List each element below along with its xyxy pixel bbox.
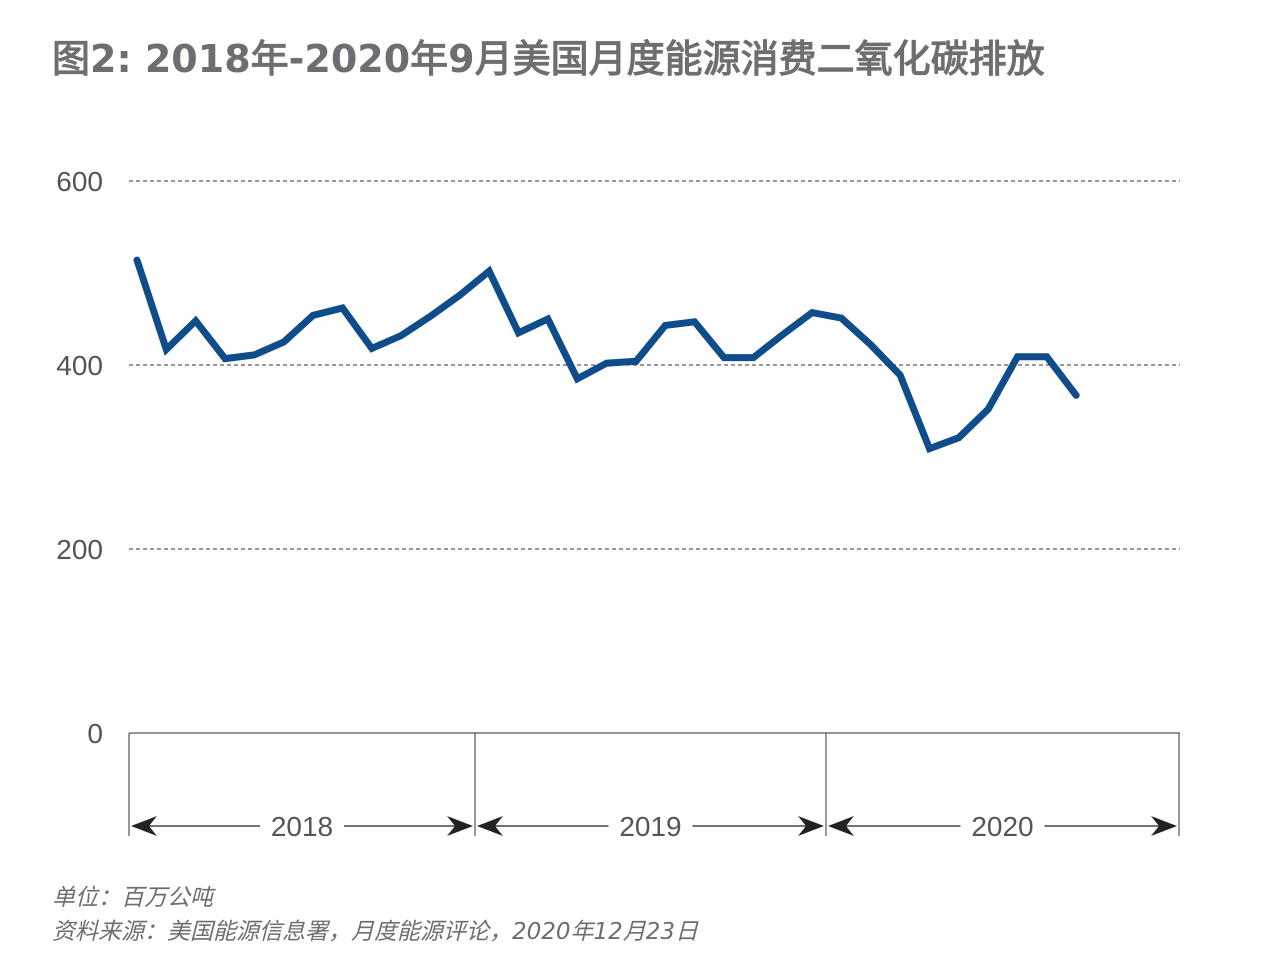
data-point	[195, 320, 197, 322]
data-point	[136, 259, 138, 261]
data-point	[811, 312, 813, 314]
y-tick-label: 400	[56, 350, 103, 381]
arrowhead-left	[131, 816, 157, 836]
data-point	[958, 437, 960, 439]
data-point	[430, 315, 431, 317]
data-point	[694, 321, 696, 323]
year-label: 2019	[619, 811, 681, 842]
source-note: 资料来源：美国能源信息署，月度能源评论，2020年12月23日	[52, 919, 699, 945]
y-tick-label: 600	[56, 166, 103, 197]
data-point	[341, 307, 343, 309]
data-point	[782, 334, 784, 336]
data-point	[1017, 356, 1018, 358]
arrowhead-right	[798, 816, 824, 836]
data-point	[165, 348, 167, 350]
data-point	[752, 357, 754, 359]
data-point	[664, 324, 666, 326]
data-point	[224, 358, 226, 360]
data-point	[840, 317, 842, 319]
arrowhead-right	[1151, 816, 1177, 836]
data-point	[635, 360, 637, 362]
series-line	[133, 256, 1080, 454]
y-tick-label: 0	[87, 718, 103, 749]
unit-note: 单位：百万公吨	[52, 885, 213, 911]
data-point	[400, 335, 402, 337]
data-point	[459, 294, 461, 296]
year-label: 2020	[971, 811, 1033, 842]
data-point	[870, 344, 872, 346]
year-label: 2018	[271, 811, 333, 842]
data-point	[518, 332, 520, 334]
data-point	[253, 354, 255, 356]
arrowhead-right	[447, 816, 473, 836]
data-point	[723, 357, 725, 359]
data-point	[283, 341, 285, 343]
data-point	[312, 314, 314, 316]
data-point	[928, 448, 930, 450]
data-point	[1075, 394, 1077, 396]
data-point	[547, 318, 549, 320]
data-point	[899, 374, 901, 376]
data-point	[576, 378, 578, 380]
y-tick-label: 200	[56, 534, 103, 565]
arrowhead-left	[828, 816, 854, 836]
data-point	[1046, 356, 1048, 358]
arrowhead-left	[477, 816, 503, 836]
data-point	[606, 362, 608, 364]
data-point	[371, 347, 373, 349]
chart-title: 图2: 2018年-2020年9月美国月度能源消费二氧化碳排放	[52, 37, 1045, 81]
data-point	[987, 408, 989, 410]
data-point	[488, 270, 490, 272]
